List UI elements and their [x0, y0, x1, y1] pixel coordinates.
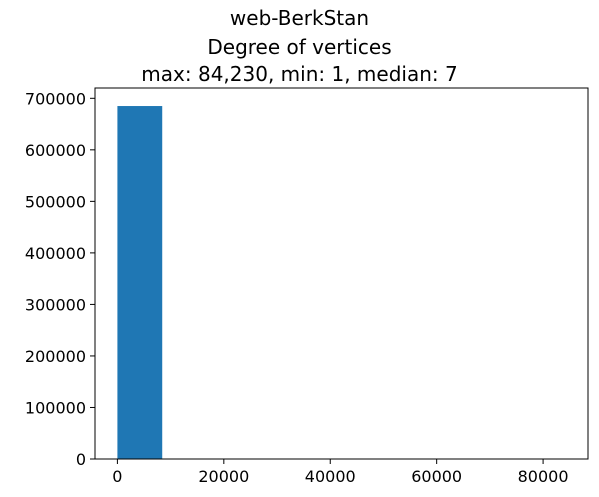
chart-title-line-1: web-BerkStan — [229, 6, 370, 30]
plot-frame — [94, 87, 589, 460]
x-tick-label: 80000 — [518, 467, 569, 486]
y-tick-label: 100000 — [25, 398, 86, 417]
histogram-bar-0 — [117, 106, 163, 459]
y-tick-label: 700000 — [25, 89, 86, 108]
y-tick-label: 300000 — [25, 295, 86, 314]
x-tick-label: 40000 — [305, 467, 356, 486]
y-tick-label: 400000 — [25, 244, 86, 263]
y-ticks-group: 0 100000 200000 300000 400000 500000 600000 700… — [25, 89, 95, 469]
y-tick-label: 200000 — [25, 347, 86, 366]
bars-group — [117, 106, 163, 459]
y-tick-label: 0 — [76, 450, 86, 469]
x-tick-label: 20000 — [198, 467, 249, 486]
y-tick-label: 600000 — [25, 141, 86, 160]
x-tick-label: 60000 — [411, 467, 462, 486]
x-tick-label: 0 — [112, 467, 122, 486]
chart-title-line-3: max: 84,230, min: 1, median: 7 — [141, 62, 458, 86]
chart-title-line-2: Degree of vertices — [207, 35, 392, 59]
axes-group — [94, 87, 589, 460]
x-ticks-group: 0 20000 40000 60000 80000 — [112, 459, 569, 486]
y-tick-label: 500000 — [25, 192, 86, 211]
